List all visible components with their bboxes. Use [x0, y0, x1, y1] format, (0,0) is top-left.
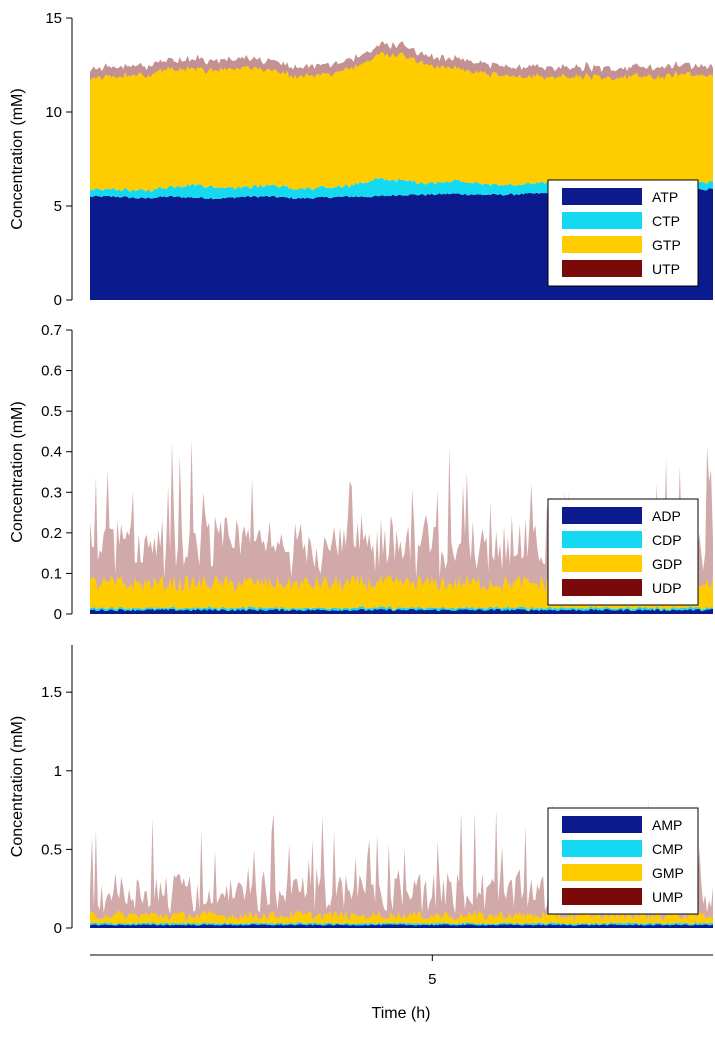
- legend-label-amp: AMP: [652, 817, 682, 833]
- y-tick-label-3-1: 1: [54, 763, 62, 780]
- y-tick-label-2-0: 0: [54, 606, 62, 623]
- y-tick-label-3-0.5: 0.5: [41, 841, 62, 858]
- y-tick-label-1-10: 10: [45, 104, 62, 121]
- legend-label-gdp: GDP: [652, 556, 682, 572]
- legend-swatch-ctp: [562, 212, 642, 229]
- y-tick-label-3-1.5: 1.5: [41, 684, 62, 701]
- y-axis-label-1: Concentration (mM): [9, 88, 26, 229]
- panel-2: 0 0.1 0.2 0.3 0.4 0.5 0.6 0.7 Concentration (mM)…: [9, 322, 713, 623]
- area-cmp: [90, 921, 713, 926]
- y-tick-label-2-0.6: 0.6: [41, 363, 62, 380]
- legend-swatch-adp: [562, 507, 642, 524]
- legend-swatch-cdp: [562, 531, 642, 548]
- area-gmp: [90, 909, 713, 925]
- panel-3: 0 0.5 1 1.5 Concentration (mM) AMP CMP GMP UMP: [9, 645, 713, 937]
- legend-swatch-amp: [562, 816, 642, 833]
- y-tick-label-2-0.3: 0.3: [41, 484, 62, 501]
- y-tick-label-2-0.4: 0.4: [41, 444, 62, 461]
- legend-swatch-gmp: [562, 864, 642, 881]
- legend-swatch-gdp: [562, 555, 642, 572]
- area-utp: [90, 41, 713, 81]
- legend-swatch-ump: [562, 888, 642, 905]
- area-gtp: [90, 52, 713, 192]
- area-amp: [90, 924, 713, 928]
- x-axis-label: Time (h): [372, 1005, 431, 1022]
- legend-3: AMP CMP GMP UMP: [547, 807, 699, 915]
- y-tick-label-2-0.2: 0.2: [41, 525, 62, 542]
- legend-label-atp: ATP: [652, 189, 678, 205]
- legend-swatch-utp: [562, 260, 642, 277]
- y-tick-label-1-0: 0: [54, 292, 62, 309]
- y-tick-label-1-5: 5: [54, 198, 62, 215]
- legend-label-gtp: GTP: [652, 237, 681, 253]
- legend-2: ADP CDP GDP UDP: [547, 498, 699, 606]
- x-axis: 5 Time (h): [90, 954, 713, 1022]
- legend-label-cdp: CDP: [652, 532, 682, 548]
- legend-swatch-gtp: [562, 236, 642, 253]
- legend-label-cmp: CMP: [652, 841, 683, 857]
- legend-1: ATP CTP GTP UTP: [547, 179, 699, 287]
- legend-label-ump: UMP: [652, 889, 683, 905]
- legend-label-gmp: GMP: [652, 865, 684, 881]
- legend-label-utp: UTP: [652, 261, 680, 277]
- legend-label-ctp: CTP: [652, 213, 680, 229]
- legend-swatch-cmp: [562, 840, 642, 857]
- y-axis-label-3: Concentration (mM): [9, 716, 26, 857]
- y-tick-label-2-0.1: 0.1: [41, 565, 62, 582]
- legend-label-udp: UDP: [652, 580, 682, 596]
- legend-label-adp: ADP: [652, 508, 681, 524]
- x-tick-label-5: 5: [428, 971, 436, 988]
- y-axis-label-2: Concentration (mM): [9, 401, 26, 542]
- y-tick-label-1-15: 15: [45, 10, 62, 27]
- area-cdp: [90, 606, 713, 612]
- y-tick-label-2-0.7: 0.7: [41, 322, 62, 339]
- area-adp: [90, 608, 713, 614]
- panel-1: 0 5 10 15 Concentration (mM) ATP CTP GTP UTP: [9, 10, 713, 309]
- legend-swatch-udp: [562, 579, 642, 596]
- y-tick-label-3-0: 0: [54, 920, 62, 937]
- y-tick-label-2-0.5: 0.5: [41, 403, 62, 420]
- legend-swatch-atp: [562, 188, 642, 205]
